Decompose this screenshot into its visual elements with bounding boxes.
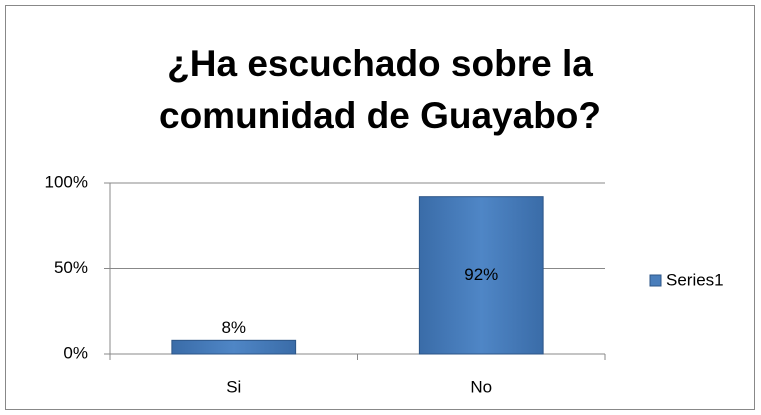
data-label: 8% [221,318,246,337]
bar [171,339,297,355]
y-tick-label: 50% [54,258,88,277]
data-label: 92% [464,265,498,284]
legend-swatch [649,274,662,287]
bar [418,196,544,355]
y-tick-label: 100% [45,172,88,191]
chart-title: ¿Ha escuchado sobre la comunidad de Guay… [159,43,601,136]
x-tick-label: Si [226,377,241,396]
chart-frame [5,5,755,410]
legend-label: Series1 [666,270,724,289]
x-tick-label: No [470,377,492,396]
y-tick-label: 0% [63,343,88,362]
